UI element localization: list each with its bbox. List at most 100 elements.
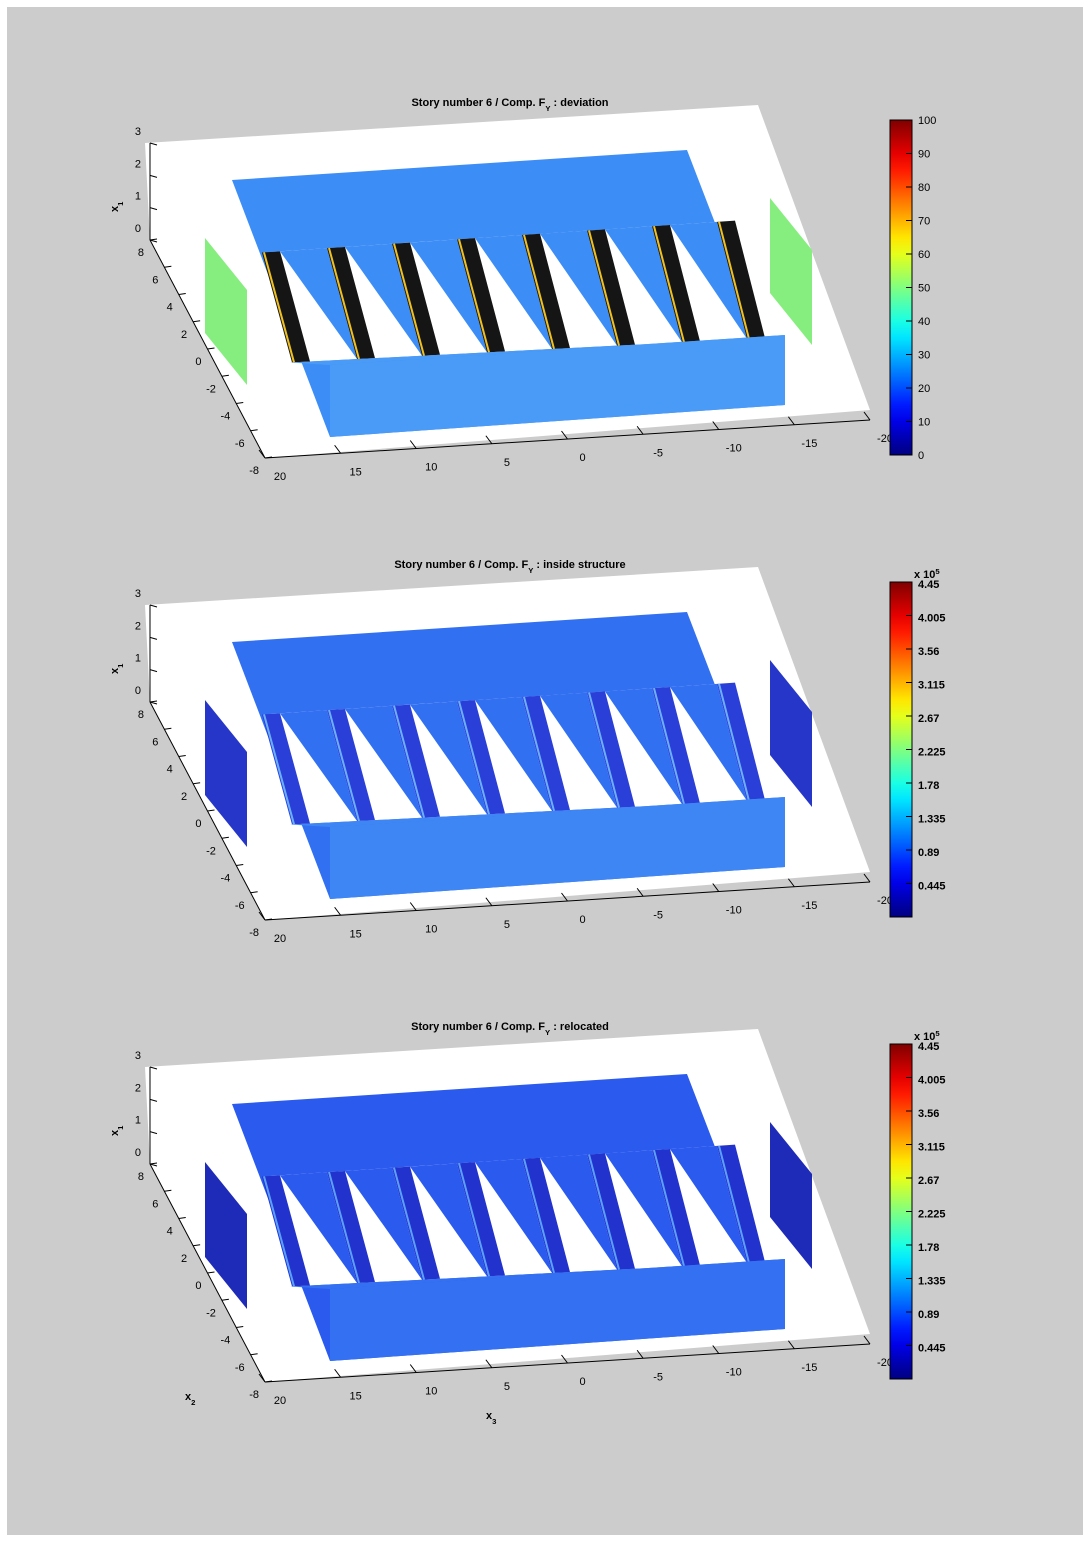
wall-edge [523,1158,555,1274]
x-tick-label: -15 [801,1362,817,1374]
y-tick-label: 4 [167,764,173,776]
colorbar-tick-label: 0.445 [918,1343,946,1355]
colorbar-tick-label: 2.67 [918,713,939,725]
wall-edge [718,1145,750,1264]
wall [327,246,375,360]
wall-edge [393,705,425,818]
front-block [330,335,785,437]
x-tick-label: 20 [274,471,286,483]
wall [392,1166,440,1280]
chart-title: Story number 6 / Comp. FY : deviation [411,97,608,113]
z-tick-label: 1 [135,653,141,665]
wall [262,1175,310,1287]
x-tick [636,1349,644,1359]
wall-edge [328,709,360,822]
colorbar-tick-label: 4.45 [918,1041,939,1053]
colorbar-tick-label: 40 [918,316,930,328]
wall [392,704,440,818]
wall [327,1170,375,1284]
x-axis-label: x3 [486,1410,496,1426]
y-tick [250,891,258,894]
wall-face [540,692,617,808]
y-tick [178,1217,186,1219]
wall-face [280,248,357,360]
wall [587,691,635,808]
x-tick [258,911,266,921]
y-tick-label: 6 [152,274,158,286]
z-tick-label: 3 [135,126,141,138]
y-tick [264,456,273,459]
z-tick [149,142,158,146]
y-tick [264,918,273,921]
y-axis-label: x2 [185,1391,195,1407]
x-tick [561,430,568,440]
wall-edge [718,221,750,340]
x-tick-label: -15 [801,900,817,912]
wall [457,1162,505,1277]
wall-face [410,701,487,815]
wall [522,233,570,349]
y-tick [149,238,158,241]
x-tick [485,897,493,907]
y-tick-label: -8 [249,465,259,477]
y-tick-label: 6 [152,1198,158,1210]
wall-edge [523,234,555,350]
x-tick-label: -20 [877,433,893,445]
colorbar-multiplier-sup: 5 [935,1029,940,1038]
x-axis-label-sub: 3 [492,1417,496,1426]
z-axis-label-sub: 1 [116,201,125,206]
z-axis-label-text: x [109,667,121,674]
y-tick [250,1353,258,1356]
z-tick-label: 2 [135,620,141,632]
wall-face [670,683,747,801]
wall [457,238,505,353]
x-tick-label: -20 [877,1357,893,1369]
wall-edge [263,1176,295,1287]
x-tick-label: 15 [350,466,362,478]
colorbar-tick-label: 90 [918,149,930,161]
z-axis-label-sub: 1 [116,663,125,668]
x-tick [485,435,493,445]
colorbar-tick-label: 1.335 [918,814,946,826]
wall-face [280,1172,357,1284]
y-tick-label: -2 [206,383,216,395]
y-tick-label: -8 [249,1389,259,1401]
y-tick [164,727,172,730]
colorbar-tick-label: 3.56 [918,646,939,658]
x-tick-label: 0 [579,914,585,926]
z-tick [149,636,158,640]
x-tick [334,444,342,454]
y-tick-label: -4 [220,1335,230,1347]
colorbar-tick-label: 4.45 [918,579,939,591]
wall [262,251,310,363]
colorbar-tick-label: 30 [918,350,930,362]
colorbar-tick-label: 10 [918,417,930,429]
wall [652,687,700,805]
side-panel [770,660,812,807]
y-tick [250,429,258,432]
wall-edge [588,1154,620,1270]
y-tick [193,320,201,323]
wall-face [475,697,552,811]
colorbar-tick-label: 3.115 [918,1142,945,1154]
y-tick [164,265,172,268]
colorbar-tick-label: 4.005 [918,1075,946,1087]
colorbar-tick-label: 20 [918,383,930,395]
y-tick [149,700,158,703]
y-tick [264,1380,273,1383]
y-tick-label: 4 [167,302,173,314]
z-tick [149,1098,158,1102]
colorbar-tick-label: 4.005 [918,613,946,625]
x-tick [787,416,795,426]
wall-face [475,1159,552,1273]
y-tick-label: 2 [181,1253,187,1265]
y-tick-label: -2 [206,1307,216,1319]
y-tick [221,836,229,839]
chart-title-sub: Y [545,1028,550,1037]
z-tick [149,1066,158,1070]
y-tick [207,1271,215,1274]
wall-edge [588,692,620,808]
x-tick [712,421,720,430]
